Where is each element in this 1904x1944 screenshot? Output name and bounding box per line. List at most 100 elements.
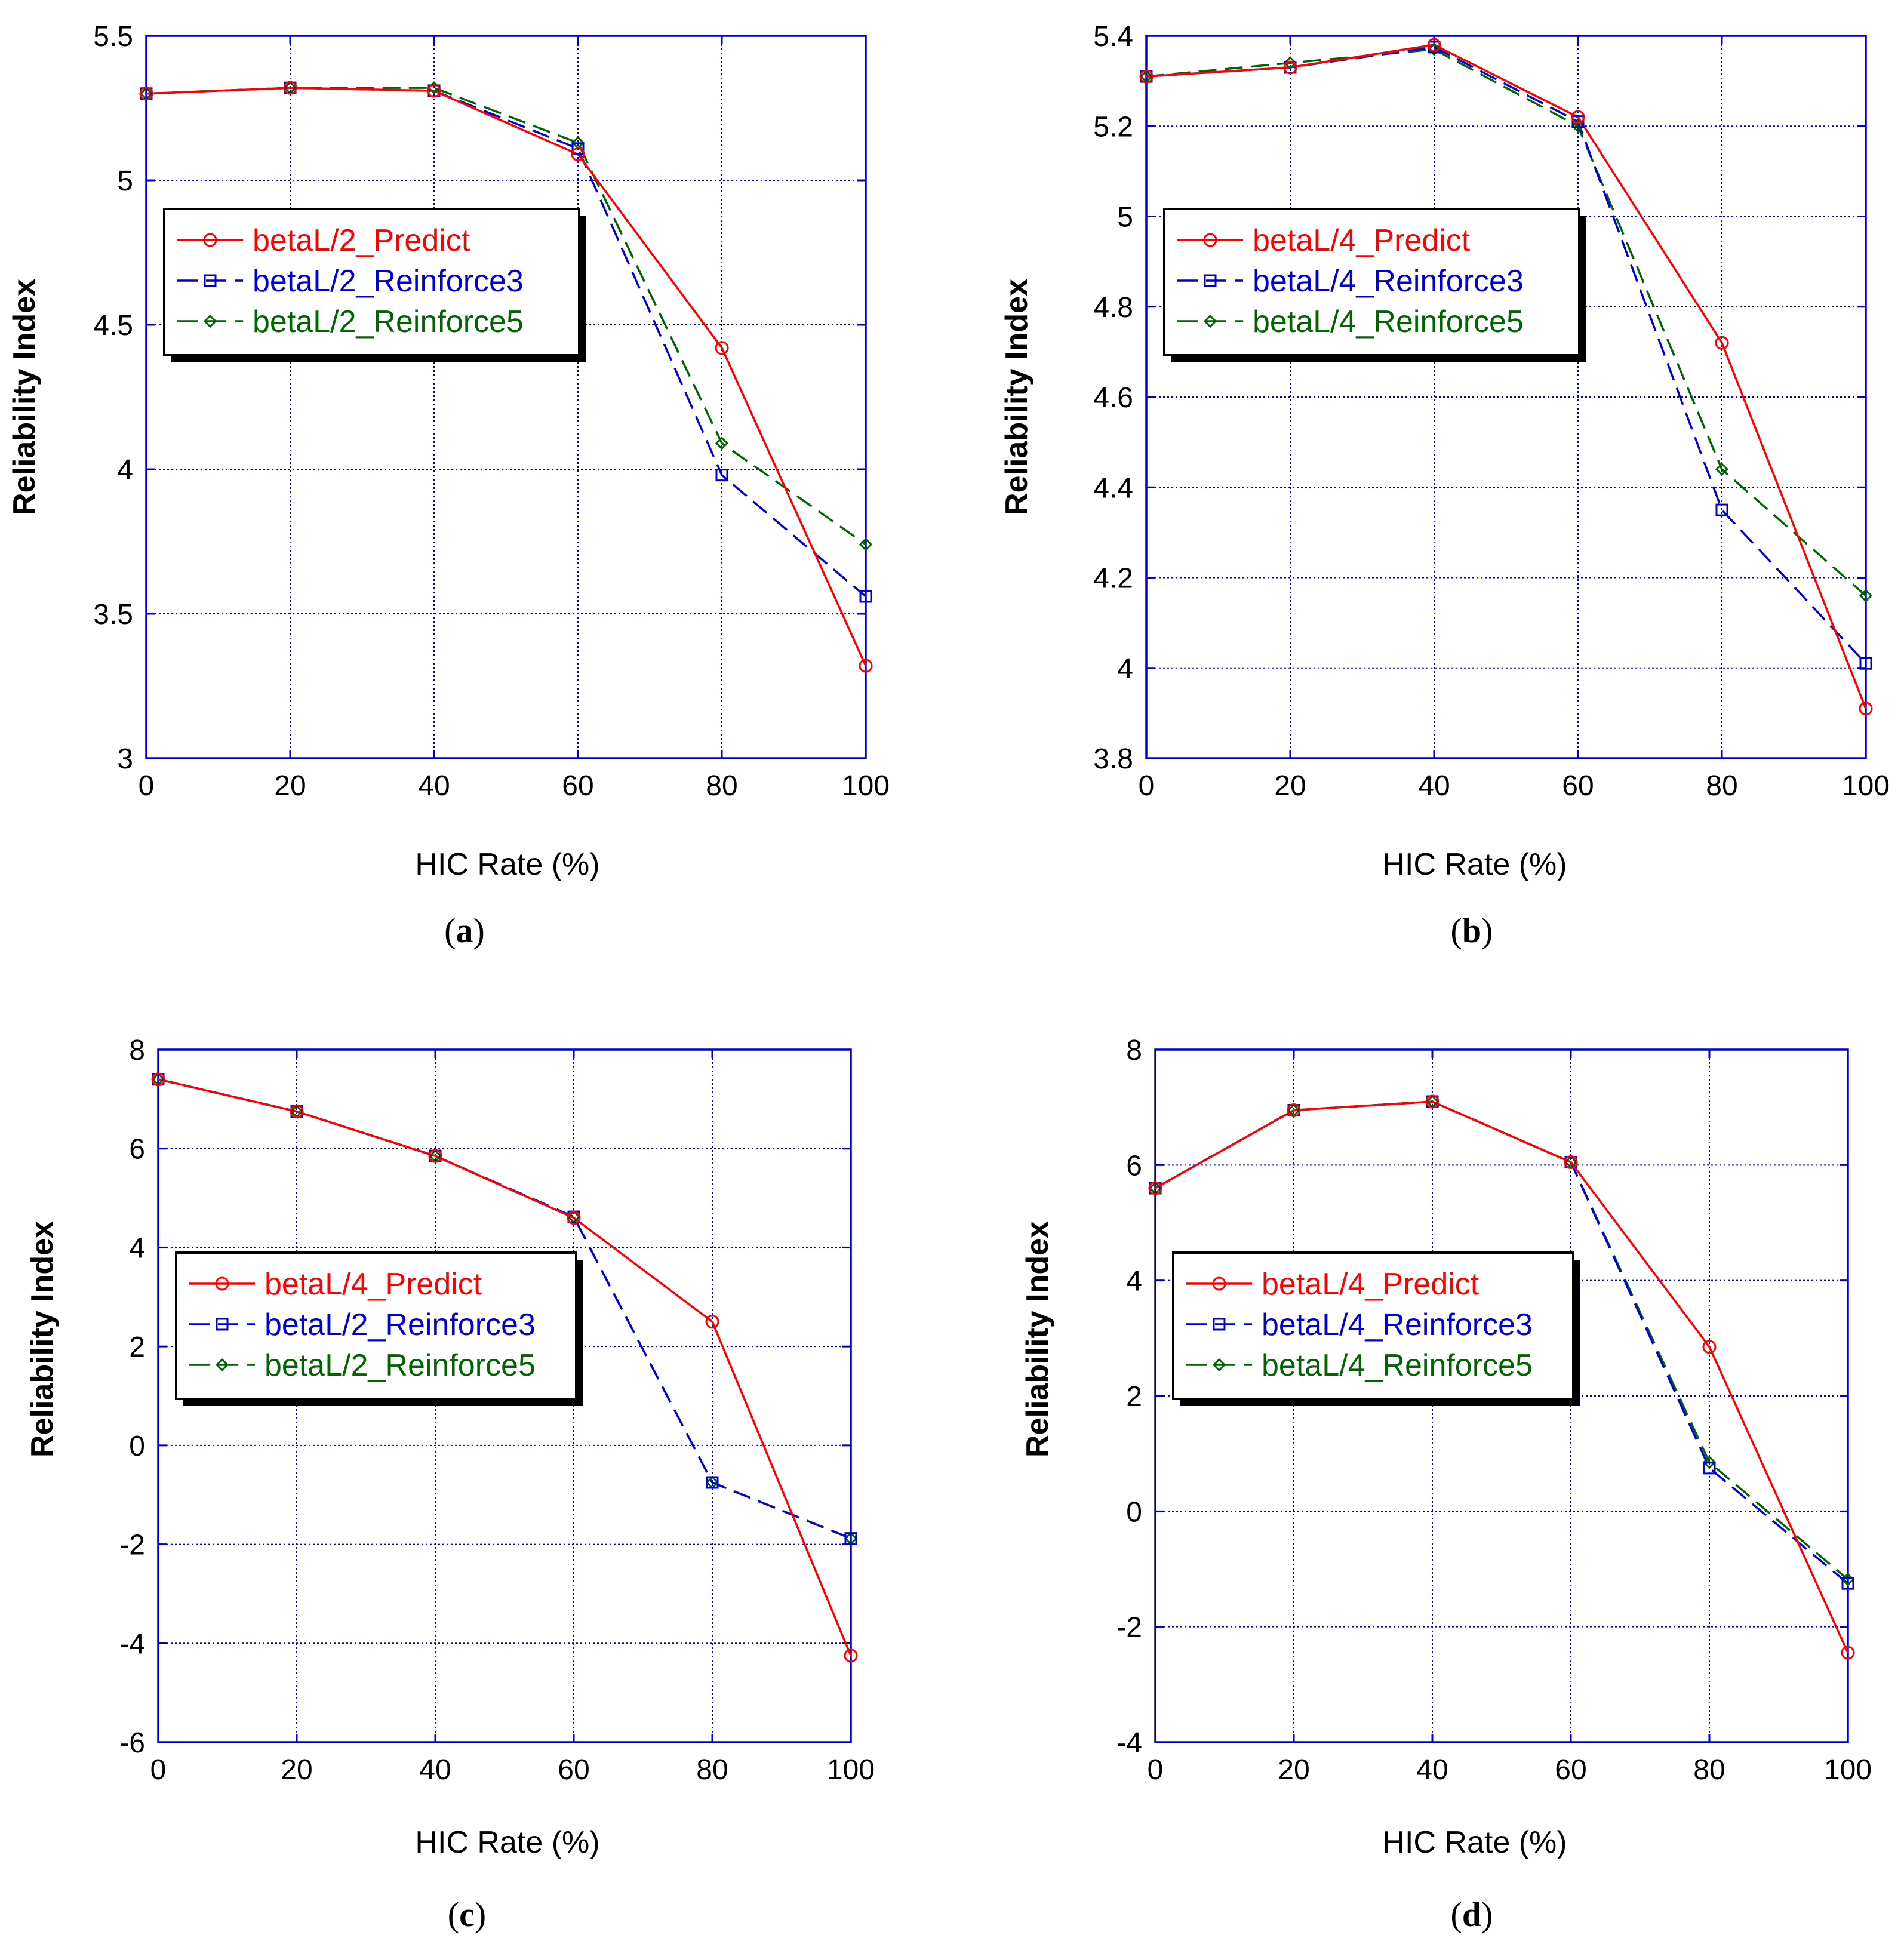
legend-a: betaL/2_Predict betaL/2_Reinforce3 betaL/2… [163,208,586,362]
x-axis-title-c: HIC Rate (%) [415,1825,599,1860]
legend-marker [1213,1318,1226,1331]
y-tick-label: 3.8 [1093,743,1133,775]
chart-c: 0 20 40 60 80 100 -6 -4 -2 0 2 4 6 8 HIC Rate (%) Rel… [25,1035,875,1934]
x-tick-label: 100 [842,770,890,802]
x-axis-title-d: HIC Rate (%) [1382,1825,1567,1860]
data-point-betaL/2_Predict [571,147,585,161]
y-tick-label: 6 [1126,1150,1142,1182]
legend-label: betaL/4_Predict [264,1267,482,1302]
x-tick-label: 80 [706,770,737,802]
y-tick-label: 8 [129,1035,145,1066]
data-point-betaL/4_Predict [1139,69,1154,84]
data-point-betaL/4_Predict [1715,336,1729,350]
y-tick-label: 2 [129,1331,145,1363]
legend-marker [215,1276,229,1291]
data-point-betaL/4_Reinforce5 [1702,1456,1717,1469]
legend-label: betaL/2_Reinforce3 [264,1308,536,1342]
y-tick-label: 4.8 [1093,292,1133,324]
legend-c: betaL/4_Predict betaL/2_Reinforce3 betaL/2… [175,1251,583,1406]
legend-label: betaL/2_Reinforce3 [253,264,524,299]
x-tick-label: 0 [139,770,155,802]
x-tick-label: 40 [1416,1754,1448,1786]
x-tick-label: 60 [1562,770,1594,802]
y-axis-title-c: Reliability Index [25,1221,60,1457]
data-point-betaL/4_Reinforce5 [1571,119,1585,133]
data-point-betaL/4_Predict [1427,38,1441,52]
data-point-betaL/2_Predict [427,84,441,98]
data-point-betaL/4_Predict [1564,1155,1578,1169]
data-point-betaL/4_Predict [1425,1094,1439,1109]
legend-label: betaL/2_Reinforce5 [253,304,524,339]
y-tick-label: 0 [129,1431,145,1462]
caption-d: (d) [1451,1895,1493,1934]
data-point-betaL/2_Reinforce3 [571,142,585,155]
legend-marker [1212,1276,1226,1291]
legend-marker [204,274,217,287]
plot-frame [1154,1048,1849,1743]
x-tick-label: 0 [1139,770,1155,802]
data-point-betaL/2_Reinforce3 [844,1532,857,1545]
panel-b: 0 20 40 60 80 100 3.8 4 4.2 4.4 4.6 4.8 5 5.2 5.4 HIC … [952,0,1904,972]
legend-label: betaL/4_Reinforce5 [1253,304,1524,339]
x-tick-label: 20 [281,1754,312,1786]
data-point-betaL/4_Reinforce3 [1841,1577,1854,1590]
caption-a: (a) [444,911,485,950]
caption-c: (c) [448,1895,486,1934]
x-tick-label: 20 [274,770,306,802]
legend-box [163,208,580,356]
legend-marker [1204,274,1217,287]
y-tick-label: 4.2 [1093,563,1133,595]
x-tick-label: 100 [1824,1754,1872,1786]
data-point-betaL/4_Reinforce3 [1715,503,1728,516]
legend-marker [203,233,217,247]
y-tick-label: 6 [129,1134,145,1165]
plot-frame [1145,35,1867,759]
caption-letter-c: c [459,1895,475,1934]
y-tick-label: 4.6 [1093,382,1133,414]
series-line-betaL/2_Predict [146,87,867,666]
legend-d: betaL/4_Predict betaL/4_Reinforce3 betaL/4… [1172,1251,1580,1406]
data-point-betaL/2_Reinforce3 [715,469,728,482]
legend-box [1172,1251,1574,1400]
plot-area-b: 0 20 40 60 80 100 3.8 4 4.2 4.4 4.6 4.8 5 5.2 5.4 [1093,21,1890,802]
legend-box [175,1251,577,1400]
data-point-betaL/4_Reinforce3 [1859,657,1872,670]
x-tick-label: 80 [696,1754,728,1786]
x-tick-label: 100 [1842,770,1890,802]
legend-label: betaL/4_Reinforce5 [1262,1348,1533,1383]
y-tick-label: 5 [117,165,133,197]
data-point-betaL/4_Predict [567,1211,581,1225]
plot-area-d: 0 20 40 60 80 100 -4 -2 0 2 4 6 8 [1116,1035,1872,1786]
data-point-betaL/2_Predict [139,87,153,101]
y-tick-label: -2 [119,1530,145,1561]
x-tick-label: 60 [558,1754,589,1786]
legend-label: betaL/4_Predict [1262,1267,1479,1302]
y-tick-label: -6 [119,1727,145,1759]
y-tick-label: 4 [129,1232,145,1264]
legend-label: betaL/2_Predict [253,223,470,258]
legend-label: betaL/4_Reinforce3 [1262,1308,1533,1342]
x-tick-label: 80 [1693,1754,1725,1786]
series-line-betaL/4_Predict [1146,44,1867,709]
y-tick-label: 0 [1126,1496,1142,1528]
y-tick-label: 5.5 [93,21,133,53]
legend-marker [1212,1358,1226,1372]
x-tick-label: 0 [1148,1754,1164,1786]
caption-letter-d: d [1462,1895,1481,1934]
chart-a: 0 20 40 60 80 100 3 3.5 4 4.5 5 5.5 HIC Rate (%) Re… [7,21,890,950]
data-point-betaL/4_Predict [1287,1103,1301,1117]
y-axis-title-d: Reliability Index [1020,1221,1055,1457]
x-tick-label: 40 [1418,770,1450,802]
plot-area-c: 0 20 40 60 80 100 -6 -4 -2 0 2 4 6 8 [119,1035,875,1786]
legend-label: betaL/2_Reinforce5 [264,1348,536,1383]
data-point-betaL/4_Reinforce3 [1571,115,1585,128]
legend-marker [1203,233,1217,247]
caption-b: (b) [1451,911,1493,950]
y-tick-label: 4 [117,454,133,486]
data-point-betaL/4_Predict [290,1105,304,1119]
data-point-betaL/4_Predict [428,1149,442,1163]
y-tick-label: 5.2 [1093,111,1133,143]
y-tick-label: 5.4 [1093,21,1133,53]
data-point-betaL/4_Predict [1702,1340,1717,1354]
y-tick-label: 2 [1126,1381,1142,1413]
